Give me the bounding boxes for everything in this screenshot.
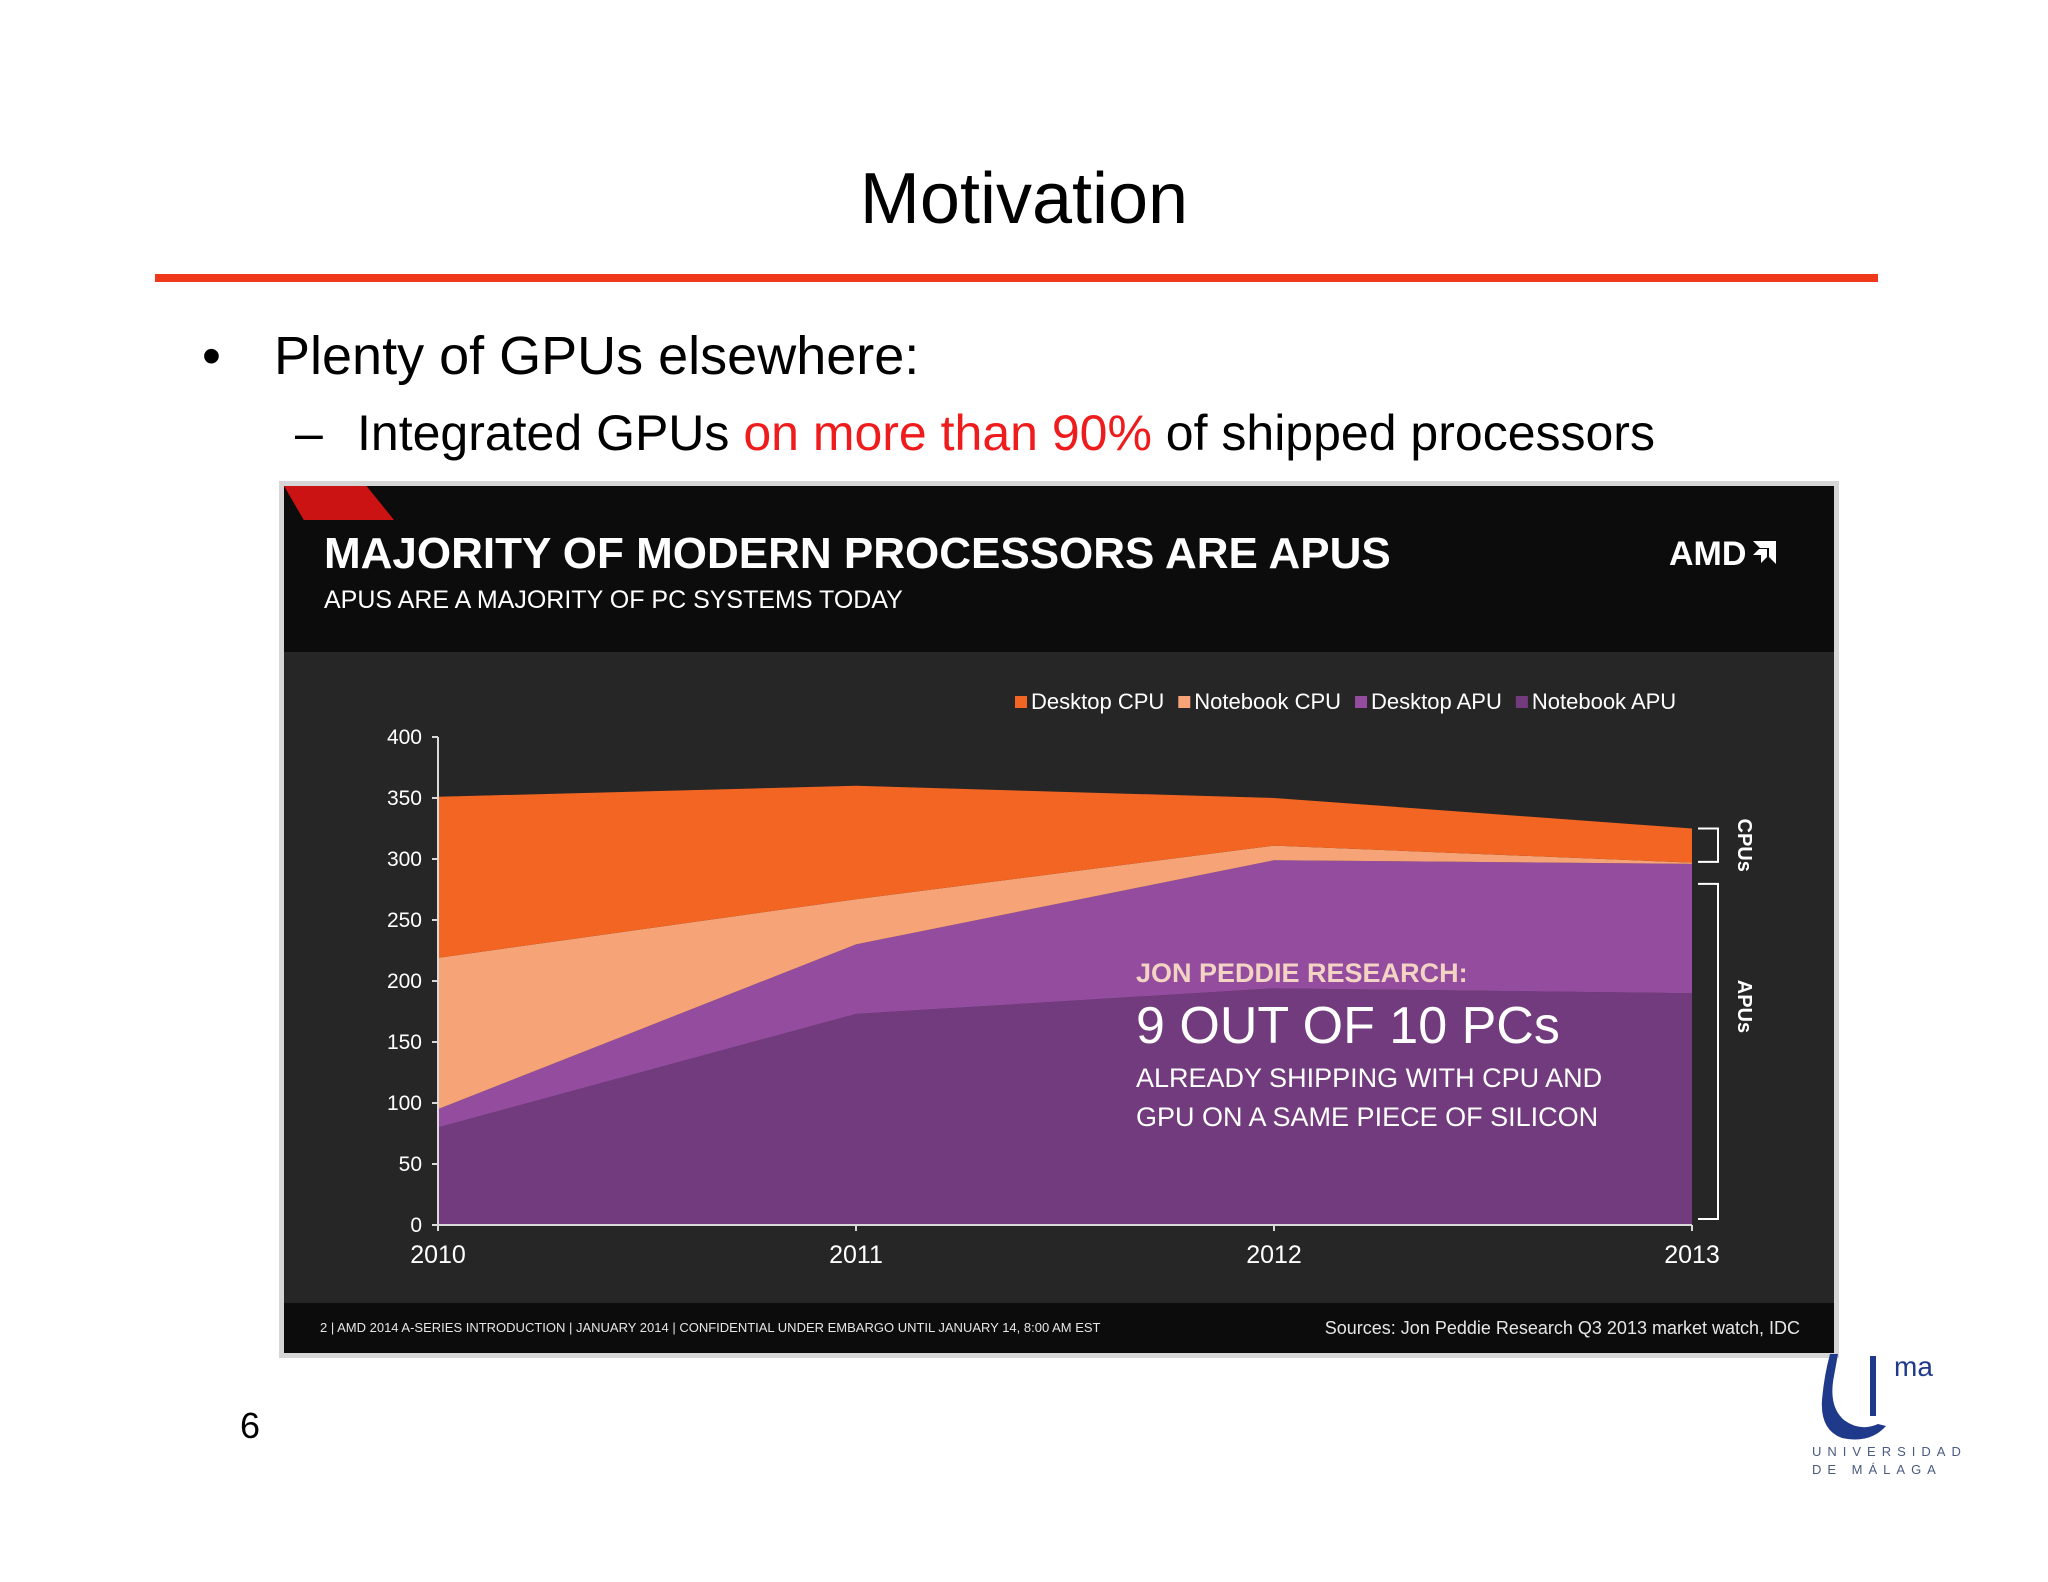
- university-name-line1: UNIVERSIDAD: [1812, 1444, 1967, 1459]
- title-rule: [155, 274, 1878, 282]
- embedded-slide-body: MAJORITY OF MODERN PROCESSORS ARE APUS A…: [284, 486, 1834, 1353]
- x-tick-label: 2011: [829, 1241, 883, 1269]
- y-tick-label: 400: [387, 726, 422, 749]
- embedded-amd-slide: MAJORITY OF MODERN PROCESSORS ARE APUS A…: [279, 481, 1839, 1358]
- sub-bullet-text: Integrated GPUs on more than 90% of ship…: [357, 402, 1655, 464]
- legend-label-desktop-cpu: Desktop CPU: [1031, 689, 1164, 714]
- sub-text-before: Integrated GPUs: [357, 405, 744, 461]
- legend-label-desktop-apu: Desktop APU: [1371, 689, 1502, 714]
- annotation-line-1: ALREADY SHIPPING WITH CPU AND: [1136, 1063, 1602, 1093]
- legend-label-notebook-apu: Notebook APU: [1532, 689, 1676, 714]
- legend-swatch-desktop-cpu: [1015, 696, 1027, 708]
- bullet-text: Plenty of GPUs elsewhere:: [274, 326, 920, 386]
- embedded-slide-title: MAJORITY OF MODERN PROCESSORS ARE APUS: [324, 529, 1391, 578]
- area-desktop-cpu: [438, 785, 1692, 958]
- embedded-slide-header: MAJORITY OF MODERN PROCESSORS ARE APUS A…: [284, 486, 1834, 652]
- y-tick-label: 150: [387, 1031, 422, 1054]
- sub-text-after: of shipped processors: [1151, 405, 1655, 461]
- y-tick-label: 350: [387, 787, 422, 810]
- y-tick-label: 250: [387, 909, 422, 932]
- area-notebook-apu: [438, 988, 1692, 1225]
- legend-label-notebook-cpu: Notebook CPU: [1194, 689, 1341, 714]
- y-tick-label: 300: [387, 848, 422, 871]
- university-logo: ma: [1821, 1351, 1933, 1440]
- x-tick-label: 2013: [1664, 1241, 1720, 1269]
- university-name-line2: DE MÁLAGA: [1812, 1462, 1942, 1477]
- area-desktop-apu: [438, 860, 1692, 1128]
- bracket-label-cpus: CPUs: [1733, 819, 1755, 872]
- y-tick-label: 0: [410, 1214, 422, 1237]
- university-logo-bar-icon: [1870, 1356, 1876, 1416]
- amd-logo-text: AMD: [1669, 535, 1747, 573]
- area-notebook-cpu: [438, 845, 1692, 1110]
- annotation-headline: 9 OUT OF 10 PCs: [1136, 997, 1560, 1055]
- legend-swatch-notebook-cpu: [1178, 696, 1191, 708]
- bullet-marker: •: [202, 326, 221, 386]
- amd-arrow-icon: [1753, 541, 1777, 564]
- slide-title: Motivation: [859, 159, 1189, 239]
- footer-left-text: 2 | AMD 2014 A-SERIES INTRODUCTION | JAN…: [320, 1320, 1101, 1335]
- red-corner-tab: [284, 486, 394, 520]
- sub-text-highlight: on more than 90%: [743, 405, 1152, 461]
- sub-bullet-dash: –: [295, 405, 323, 461]
- stacked-area-chart: 0 50 100 150 200 250 300 350 400 2010 2011 2012 2013…: [387, 689, 1755, 1269]
- y-tick-label: 100: [387, 1092, 422, 1115]
- amd-logo: AMD: [1669, 532, 1777, 576]
- y-tick-label: 200: [387, 970, 422, 993]
- legend-swatch-notebook-apu: [1515, 696, 1528, 708]
- embedded-slide-subtitle: APUS ARE A MAJORITY OF PC SYSTEMS TODAY: [324, 586, 903, 614]
- annotation-heading: JON PEDDIE RESEARCH:: [1136, 958, 1468, 988]
- footer-sources-text: Sources: Jon Peddie Research Q3 2013 mar…: [1324, 1318, 1800, 1338]
- embedded-slide-footer: 2 | AMD 2014 A-SERIES INTRODUCTION | JAN…: [284, 1303, 1834, 1353]
- university-logo-text: ma: [1894, 1351, 1933, 1382]
- x-tick-label: 2012: [1246, 1241, 1302, 1269]
- x-tick-label: 2010: [410, 1241, 466, 1269]
- page-number: 6: [240, 1405, 261, 1446]
- legend-swatch-desktop-apu: [1355, 696, 1368, 708]
- bracket-apus: [1698, 882, 1719, 1220]
- annotation-line-2: GPU ON A SAME PIECE OF SILICON: [1136, 1102, 1598, 1132]
- university-logo-swoosh-icon: [1821, 1354, 1886, 1440]
- bracket-label-apus: APUs: [1733, 980, 1755, 1033]
- bracket-cpus: [1698, 827, 1719, 863]
- y-tick-label: 50: [399, 1153, 422, 1176]
